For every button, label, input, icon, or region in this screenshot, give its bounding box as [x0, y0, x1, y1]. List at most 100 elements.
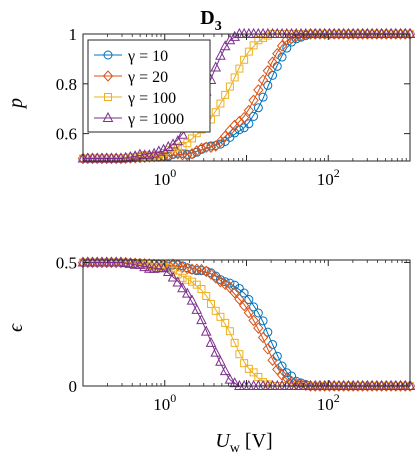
legend-entry: γ = 1000 — [127, 111, 184, 128]
data-point — [205, 336, 217, 347]
data-point — [230, 338, 239, 347]
data-point — [102, 111, 114, 122]
data-point — [281, 34, 292, 46]
data-point — [243, 27, 255, 38]
data-point — [139, 261, 150, 272]
data-point — [178, 273, 187, 282]
data-point — [239, 288, 249, 298]
data-point — [201, 141, 212, 154]
data-point — [125, 257, 136, 268]
data-point — [249, 111, 259, 121]
data-point — [249, 368, 258, 377]
data-point — [253, 322, 264, 334]
data-point — [219, 40, 231, 51]
data-point — [229, 119, 240, 132]
data-point — [234, 293, 245, 305]
data-point — [205, 141, 217, 153]
legend-entry: γ = 20 — [127, 69, 168, 86]
data-point — [202, 291, 211, 300]
data-point — [216, 99, 225, 108]
data-point — [230, 73, 239, 82]
data-point — [235, 350, 244, 359]
data-point — [238, 379, 250, 390]
data-point — [178, 142, 187, 151]
data-point — [200, 325, 212, 336]
data-point — [253, 84, 264, 96]
data-point — [272, 47, 283, 60]
data-point — [276, 40, 288, 52]
data-point — [205, 268, 217, 280]
data-point — [216, 312, 225, 321]
x-tick-label: 102 — [317, 166, 340, 189]
data-point — [262, 343, 273, 355]
data-point — [196, 142, 207, 155]
data-point — [220, 278, 231, 291]
data-point — [258, 316, 268, 326]
data-point — [191, 303, 203, 314]
data-point — [277, 52, 287, 62]
data-point — [201, 265, 212, 278]
x-axis-label: Uw [V] — [215, 430, 272, 456]
data-point — [102, 70, 114, 82]
data-point — [243, 379, 255, 390]
data-point — [211, 306, 220, 315]
data-point — [272, 363, 283, 376]
data-point — [238, 111, 250, 124]
series-diamond — [77, 256, 415, 392]
x-axis-label-unit: [V] — [245, 430, 273, 452]
data-point — [263, 80, 273, 90]
data-point — [188, 134, 196, 143]
data-point — [225, 278, 235, 288]
data-point — [229, 377, 240, 388]
data-point — [291, 34, 301, 44]
data-point — [248, 94, 259, 107]
series-circle — [78, 257, 415, 391]
data-point — [167, 271, 179, 282]
data-point — [234, 115, 245, 128]
data-point — [196, 314, 207, 325]
data-point — [104, 93, 112, 101]
data-point — [224, 373, 236, 384]
series-line — [83, 262, 410, 387]
chart-title-subscript: 3 — [215, 19, 222, 34]
data-point — [162, 265, 174, 276]
data-point — [183, 139, 192, 148]
series-square — [79, 258, 414, 390]
data-point — [229, 286, 240, 299]
y-tick-label: 0.6 — [56, 125, 77, 144]
top-plot-panel: 100 102 0.6 0.8 1 p — [5, 25, 415, 189]
data-point — [197, 285, 206, 294]
data-point — [224, 34, 236, 45]
data-point — [240, 55, 249, 64]
data-point — [238, 299, 250, 312]
data-point — [220, 130, 231, 142]
x-tick-label: 100 — [153, 166, 176, 189]
data-point — [225, 132, 235, 142]
x-axis-label-subscript: w — [230, 441, 241, 456]
data-point — [244, 119, 254, 129]
data-point — [235, 64, 244, 73]
data-point — [172, 276, 184, 287]
y-tick-label: 0.8 — [56, 75, 77, 94]
data-point — [243, 104, 255, 117]
data-point — [243, 307, 255, 319]
data-point — [191, 145, 202, 157]
data-point — [167, 138, 179, 149]
data-point — [257, 74, 269, 86]
data-point — [210, 61, 222, 72]
data-point — [191, 263, 202, 275]
x-tick-label: 100 — [153, 391, 176, 414]
data-point — [253, 103, 263, 113]
data-point — [221, 90, 230, 99]
data-point — [404, 379, 415, 390]
data-point — [181, 287, 193, 298]
series-line — [83, 262, 410, 387]
y-tick-label: 0 — [69, 377, 78, 396]
x-tick-label: 102 — [317, 391, 340, 414]
data-point — [281, 372, 292, 384]
p-axis-label: p — [5, 98, 27, 110]
data-point — [206, 299, 215, 308]
data-point — [262, 65, 273, 77]
data-point — [211, 108, 220, 117]
data-point — [267, 354, 278, 366]
